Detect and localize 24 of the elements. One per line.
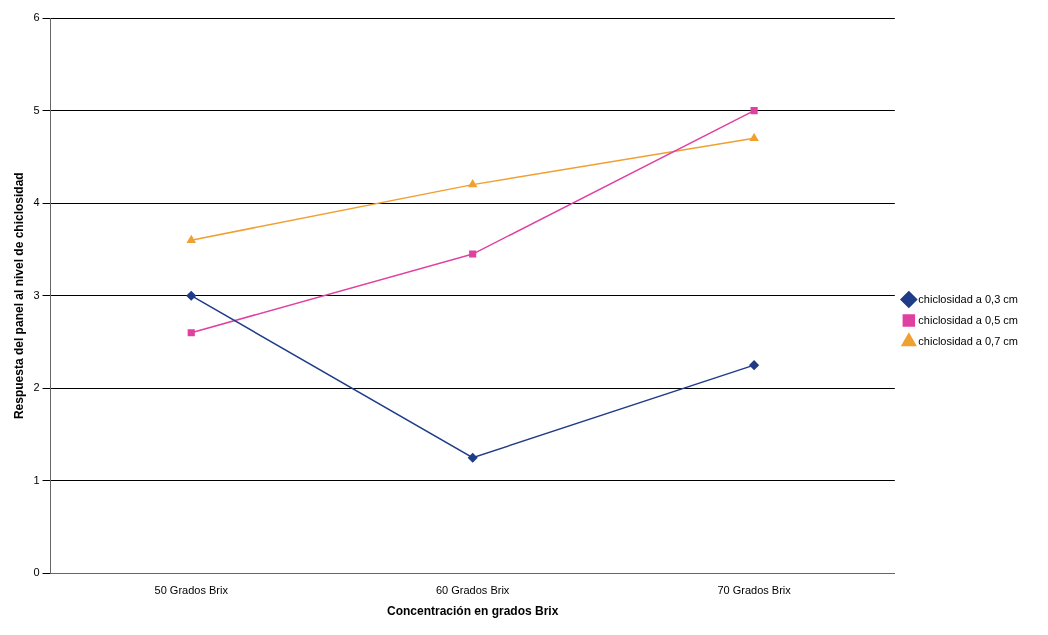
x-tick-label: 50 Grados Brix [154, 584, 229, 597]
point [187, 235, 196, 243]
y-axis-title: Respuesta del panel al nivel de chiclosidad [11, 172, 26, 420]
point [749, 360, 759, 370]
point [749, 133, 759, 142]
point [186, 290, 196, 301]
y-tick-label: 6 [33, 11, 40, 24]
y-tick-label: 4 [33, 196, 40, 209]
y-tick-label: 0 [33, 566, 40, 579]
legend-label: chiclosidad a 0,3 cm [918, 292, 1019, 305]
point [469, 250, 477, 258]
point [468, 179, 477, 188]
x-tick-label: 60 Grados Brix [435, 584, 510, 597]
y-tick-label: 3 [33, 288, 40, 301]
y-tick-label: 2 [33, 381, 40, 394]
y-tick-label: 5 [33, 103, 40, 116]
x-tick-label: 70 Grados Brix [717, 584, 792, 597]
legend-label: chiclosidad a 0,5 cm [918, 313, 1019, 326]
point [467, 452, 478, 463]
x-axis-title: Concentración en grados Brix [386, 604, 559, 619]
y-tick-label: 1 [33, 473, 40, 486]
point [750, 106, 758, 115]
legend-label: chiclosidad a 0,7 cm [918, 334, 1019, 347]
point [187, 329, 195, 337]
